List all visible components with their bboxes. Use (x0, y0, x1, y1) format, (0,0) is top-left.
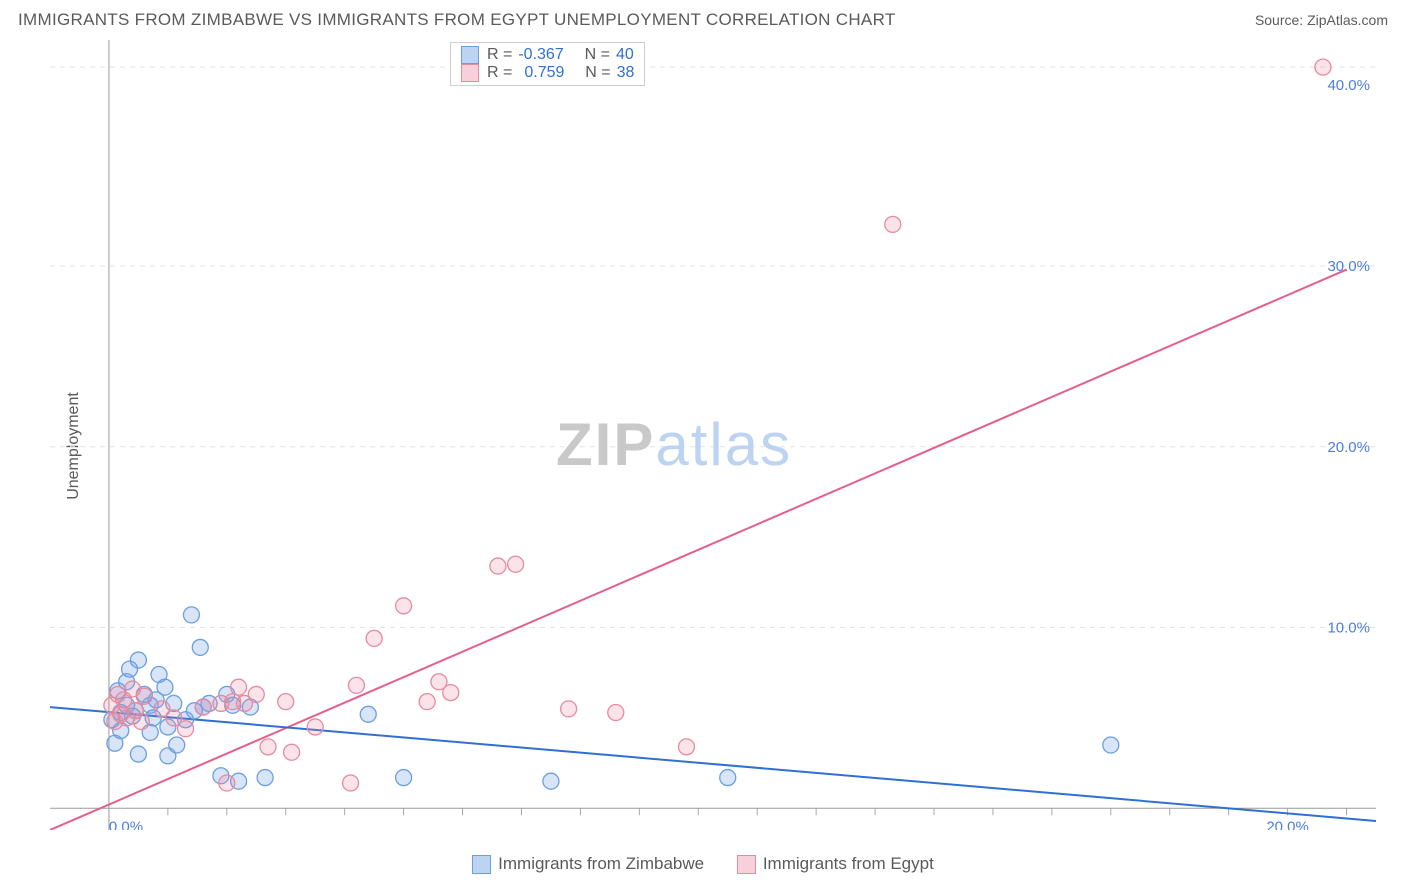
swatch-zimbabwe (461, 46, 479, 64)
value-N-zimbabwe: 40 (616, 46, 634, 64)
chart-area: 0.0%20.0%10.0%20.0%30.0%40.0% ZIPatlas R… (50, 40, 1376, 850)
chart-title: IMMIGRANTS FROM ZIMBABWE VS IMMIGRANTS F… (18, 10, 896, 30)
value-R-zimbabwe: -0.367 (518, 46, 563, 64)
legend-item-egypt: Immigrants from Egypt (737, 854, 934, 874)
svg-text:0.0%: 0.0% (109, 818, 143, 830)
correlation-legend-box: R = -0.367 N = 40 R = 0.759 N = 38 (450, 42, 645, 86)
svg-text:40.0%: 40.0% (1327, 77, 1370, 94)
swatch-zimbabwe-icon (472, 855, 491, 874)
value-R-egypt: 0.759 (518, 64, 564, 82)
legend-item-zimbabwe: Immigrants from Zimbabwe (472, 854, 704, 874)
bottom-legend: Immigrants from Zimbabwe Immigrants from… (0, 850, 1406, 879)
swatch-egypt (461, 64, 479, 82)
label-R: R = (487, 64, 512, 82)
label-R: R = (487, 46, 512, 64)
legend-row-egypt: R = 0.759 N = 38 (461, 64, 634, 82)
svg-text:30.0%: 30.0% (1327, 258, 1370, 275)
value-N-egypt: 38 (617, 64, 635, 82)
svg-text:10.0%: 10.0% (1327, 620, 1370, 637)
svg-text:20.0%: 20.0% (1266, 818, 1309, 830)
source-attribution: Source: ZipAtlas.com (1255, 12, 1388, 28)
label-N: N = (585, 64, 610, 82)
legend-row-zimbabwe: R = -0.367 N = 40 (461, 46, 634, 64)
label-N: N = (585, 46, 610, 64)
scatter-chart-svg: 0.0% 20.0% 10.0% 20.0% 30.0% 40.0% (50, 40, 1376, 830)
swatch-egypt-icon (737, 855, 756, 874)
svg-text:20.0%: 20.0% (1327, 439, 1370, 456)
legend-label-zimbabwe: Immigrants from Zimbabwe (498, 854, 704, 874)
legend-label-egypt: Immigrants from Egypt (763, 854, 934, 874)
